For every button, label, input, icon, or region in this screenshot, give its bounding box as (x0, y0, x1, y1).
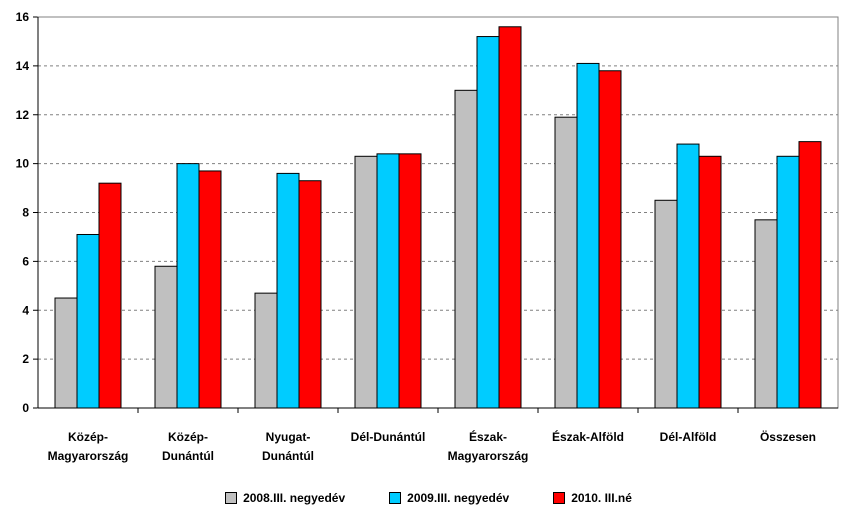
legend: 2008.III. negyedév 2009.III. negyedév 20… (0, 487, 857, 509)
axes (33, 16, 839, 413)
bar-4-2 (498, 26, 522, 409)
legend-label-series-1: 2009.III. negyedév (407, 491, 510, 505)
legend-label-series-2: 2010. III.né (571, 491, 632, 505)
legend-label-series-0: 2008.III. negyedév (243, 491, 346, 505)
bar-6-2 (698, 155, 722, 409)
bar-1-0 (154, 265, 178, 409)
bar-3-1 (376, 153, 400, 409)
bar-6-1 (676, 143, 700, 409)
category-label: Nyugat- (266, 430, 311, 444)
bar-4-0 (454, 89, 478, 409)
y-tick-label: 14 (16, 59, 30, 73)
category-label: Magyarország (448, 449, 529, 463)
bar-chart: 0 2 4 6 8 10 12 14 16 Közép- Magyarország Közép- Du… (16, 10, 839, 463)
bar-2-0 (254, 292, 278, 409)
bar-0-0 (54, 297, 78, 409)
bar-0-2 (98, 182, 122, 409)
legend-item-series-2: 2010. III.né (553, 491, 632, 505)
category-label: Dél-Alföld (660, 430, 717, 444)
bars (54, 26, 822, 409)
legend-item-series-0: 2008.III. negyedév (225, 491, 345, 505)
legend-swatch-series-1 (389, 492, 402, 504)
bar-2-2 (298, 180, 322, 409)
category-label: Közép- (68, 430, 108, 444)
y-tick-label: 4 (22, 303, 29, 317)
legend-swatch-series-2 (553, 492, 566, 504)
category-label: Közép- (168, 430, 208, 444)
bar-3-0 (354, 155, 378, 409)
bar-4-1 (476, 36, 500, 409)
bar-2-1 (276, 172, 300, 409)
bar-7-2 (798, 141, 822, 409)
category-label: Összesen (760, 429, 816, 444)
legend-item-series-1: 2009.III. negyedév (389, 491, 509, 505)
bar-1-1 (176, 163, 200, 409)
category-label: Dunántúl (162, 449, 214, 463)
category-label: Dél-Dunántúl (351, 430, 426, 444)
bar-5-1 (576, 62, 600, 409)
category-label: Magyarország (48, 449, 129, 463)
y-tick-label: 2 (22, 352, 29, 366)
bar-7-0 (754, 219, 778, 409)
bar-5-2 (598, 70, 622, 409)
y-tick-label: 10 (16, 157, 30, 171)
bar-6-0 (654, 199, 678, 409)
y-tick-label: 12 (16, 108, 30, 122)
legend-swatch-series-0 (225, 492, 238, 504)
category-labels: Közép- Magyarország Közép- Dunántúl Nyugat- D… (48, 429, 816, 463)
y-tick-label: 8 (22, 206, 29, 220)
bar-7-1 (776, 155, 800, 409)
category-label: Dunántúl (262, 449, 314, 463)
y-tick-label: 6 (22, 254, 29, 268)
bar-0-1 (76, 233, 100, 409)
y-tick-label: 0 (22, 401, 29, 415)
bar-1-2 (198, 170, 222, 409)
bar-5-0 (554, 116, 578, 409)
y-tick-label: 16 (16, 10, 30, 24)
bar-3-2 (398, 153, 422, 409)
y-tick-labels: 0 2 4 6 8 10 12 14 16 (16, 10, 30, 415)
category-label: Észak-Alföld (552, 429, 624, 444)
category-label: Észak- (469, 429, 507, 444)
